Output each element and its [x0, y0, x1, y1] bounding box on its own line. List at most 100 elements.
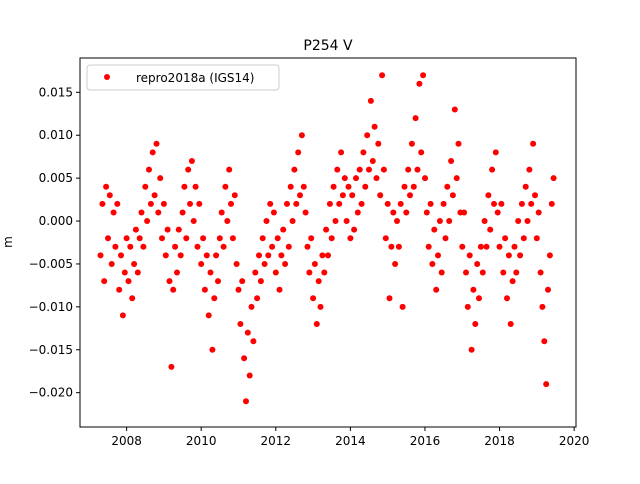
x-tick-label: 2016 — [410, 434, 441, 448]
data-point — [392, 261, 399, 267]
data-point — [151, 192, 158, 199]
data-point — [461, 209, 468, 216]
data-point — [211, 295, 218, 302]
data-point — [397, 200, 404, 207]
data-point — [226, 166, 233, 173]
data-point — [282, 261, 289, 267]
data-point — [243, 398, 249, 405]
data-point — [477, 243, 484, 250]
data-point — [175, 226, 182, 233]
data-point — [194, 243, 201, 250]
data-point — [394, 218, 400, 224]
data-point — [366, 166, 372, 173]
data-point — [474, 261, 481, 267]
data-point — [550, 175, 557, 182]
data-point — [119, 312, 126, 319]
data-point — [269, 243, 276, 250]
data-point — [190, 218, 197, 224]
data-point — [123, 235, 130, 242]
data-point — [416, 80, 423, 87]
data-point — [179, 209, 186, 216]
data-point — [237, 321, 244, 327]
data-point — [239, 278, 246, 285]
data-point — [155, 209, 162, 216]
x-tick-label: 2010 — [186, 434, 217, 448]
data-point — [160, 200, 167, 207]
data-point — [170, 286, 177, 293]
data-point — [259, 235, 266, 242]
data-point — [446, 218, 453, 224]
data-point — [300, 183, 307, 190]
data-point — [418, 149, 425, 156]
data-point — [201, 286, 208, 293]
data-point — [321, 269, 328, 276]
data-point — [310, 295, 317, 302]
data-point — [455, 140, 462, 147]
data-point — [518, 200, 525, 207]
y-tick-label: −0.010 — [29, 300, 73, 314]
data-point — [539, 303, 546, 310]
data-point — [289, 218, 296, 224]
data-point — [298, 132, 305, 139]
data-point — [336, 200, 343, 207]
data-point — [401, 183, 408, 190]
data-point — [284, 200, 290, 207]
data-point — [440, 200, 447, 207]
data-point — [220, 243, 227, 250]
data-point — [140, 243, 147, 250]
data-point — [367, 97, 374, 104]
data-point — [207, 269, 214, 276]
data-point — [188, 158, 195, 164]
y-tick-label: 0.015 — [39, 85, 73, 99]
data-point — [131, 261, 138, 267]
data-point — [326, 200, 333, 207]
data-point — [442, 235, 449, 242]
data-point — [517, 252, 524, 259]
data-point — [127, 243, 134, 250]
data-point — [408, 140, 415, 147]
legend-marker — [104, 74, 110, 80]
data-point — [106, 192, 113, 199]
data-point — [423, 209, 430, 216]
data-point — [438, 269, 445, 276]
data-point — [414, 166, 421, 173]
chart-title: P254 V — [303, 38, 353, 54]
data-point — [470, 286, 477, 293]
legend-box — [86, 64, 280, 91]
data-point — [388, 243, 395, 250]
data-point — [532, 192, 538, 199]
data-point — [341, 175, 348, 182]
data-point — [112, 243, 119, 250]
data-point — [530, 140, 537, 147]
y-tick-label: −0.015 — [29, 343, 73, 357]
data-point — [435, 252, 441, 259]
data-point — [362, 183, 369, 190]
data-point — [306, 269, 313, 276]
data-point — [325, 252, 331, 259]
data-point — [487, 226, 494, 233]
data-point — [422, 175, 428, 182]
data-point — [522, 183, 529, 190]
data-point — [507, 321, 514, 327]
data-point — [479, 269, 486, 276]
data-point — [429, 261, 436, 267]
y-tick-label: 0.005 — [39, 171, 73, 185]
data-point — [118, 252, 124, 259]
data-point — [132, 226, 139, 233]
data-point — [235, 286, 242, 293]
data-point — [129, 295, 136, 302]
data-point — [500, 269, 507, 276]
data-point — [395, 243, 402, 250]
data-point — [162, 252, 169, 259]
data-point — [498, 200, 505, 207]
data-point — [390, 209, 397, 216]
data-point — [537, 269, 544, 276]
data-point — [343, 218, 350, 224]
data-point — [280, 226, 287, 233]
y-tick-label: 0.000 — [39, 214, 73, 228]
data-point — [509, 278, 516, 285]
data-point — [369, 158, 376, 164]
data-point — [285, 243, 292, 250]
data-point — [468, 346, 475, 353]
